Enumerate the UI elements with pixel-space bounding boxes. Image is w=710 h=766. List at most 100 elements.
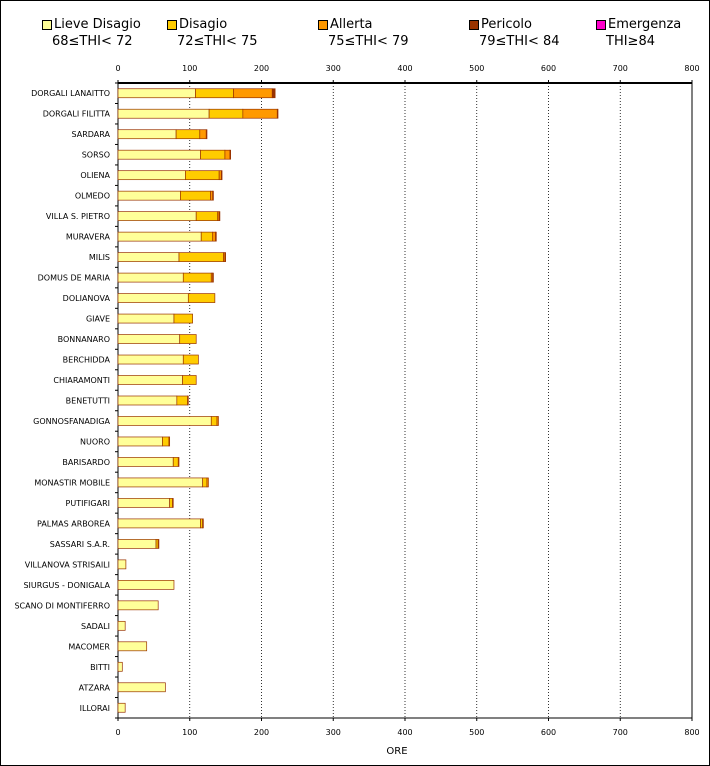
bottom-tick-label-300: 300: [326, 728, 341, 737]
bar-segment: [117, 395, 178, 406]
x-axis-title: ORE: [386, 746, 407, 757]
bar-segment: [117, 416, 212, 426]
bar-segment: [117, 375, 183, 385]
legend-swatch: [42, 20, 52, 30]
bar-segment: [205, 129, 208, 140]
category-label: BONNANARO: [58, 335, 110, 344]
bar-segment: [216, 416, 219, 426]
category-label: PUTIFIGARI: [66, 499, 110, 508]
bar-segment: [187, 395, 189, 406]
category-label: SASSARI S.A.R.: [50, 540, 110, 549]
top-tick-label-800: 800: [684, 64, 699, 73]
bar-segment: [117, 170, 186, 181]
category-label: DOMUS DE MARIA: [38, 274, 111, 283]
bar-segment: [215, 231, 217, 242]
legend-swatch: [596, 20, 606, 30]
bar-segment: [199, 129, 207, 140]
bar-segment: [162, 436, 170, 447]
bar-segment: [175, 129, 201, 140]
legend-series-name: Lieve Disagio: [54, 17, 141, 32]
legend-series-range: 75≤THI< 79: [328, 34, 409, 49]
bottom-tick-label-800: 800: [684, 728, 699, 737]
bar-segment: [173, 313, 193, 324]
category-label: SADALI: [81, 622, 110, 631]
bar-segment: [117, 88, 196, 99]
bar-segment: [117, 129, 177, 140]
bar-segment: [200, 231, 214, 242]
bar-segment: [195, 211, 219, 221]
category-label: BERCHIDDA: [63, 356, 111, 365]
category-label: OLIENA: [80, 171, 110, 180]
category-label: ILLORAI: [80, 704, 110, 713]
category-label: NUORO: [80, 437, 110, 446]
bar-segment: [117, 477, 204, 488]
category-label: BARISARDO: [62, 458, 110, 467]
category-label: MILIS: [89, 253, 110, 262]
category-label: VILLA S. PIETRO: [46, 212, 110, 221]
bar-segment: [117, 149, 201, 160]
bar-segment: [117, 436, 163, 447]
category-label: MURAVERA: [66, 233, 111, 242]
bar-segment: [187, 293, 216, 303]
bar-segment: [117, 457, 174, 467]
category-label: PALMAS ARBOREA: [37, 519, 111, 528]
bar-segment: [206, 477, 209, 488]
legend-swatch: [167, 20, 177, 30]
bar-segment: [202, 477, 208, 488]
bar-segment: [182, 272, 212, 283]
category-label: ATZARA: [79, 683, 111, 692]
category-label: BITTI: [90, 663, 110, 672]
top-tick-label-200: 200: [254, 64, 269, 73]
top-tick-label-500: 500: [469, 64, 484, 73]
category-label: CHIARAMONTI: [53, 376, 110, 385]
bar-segment: [117, 293, 189, 303]
bar-segment: [180, 190, 211, 201]
bar-segment: [276, 108, 279, 119]
bar-segment: [117, 313, 175, 324]
bar-segment: [212, 190, 214, 201]
bottom-tick-label-500: 500: [469, 728, 484, 737]
bar-segment: [117, 580, 175, 590]
bar-segment: [195, 88, 234, 99]
category-label: VILLANOVA STRISAILI: [25, 560, 110, 569]
bottom-tick-label-400: 400: [397, 728, 412, 737]
legend-series-name: Allerta: [330, 17, 373, 32]
bar-segment: [117, 702, 126, 713]
bar-segment: [117, 252, 180, 262]
legend-swatch: [318, 20, 328, 30]
bar-segment: [117, 600, 159, 611]
top-tick-label-100: 100: [182, 64, 197, 73]
bar-segment: [117, 211, 197, 221]
bar-segment: [182, 354, 199, 365]
legend-series-name: Emergenza: [608, 17, 682, 32]
category-label: DOLIANOVA: [63, 294, 111, 303]
bar-segment: [117, 518, 201, 529]
category-label: SARDARA: [72, 130, 111, 139]
bar-segment: [117, 559, 127, 570]
bar-segment: [208, 108, 244, 119]
legend-series-range: 68≤THI< 72: [52, 34, 133, 49]
bar-segment: [224, 149, 231, 160]
category-label: MACOMER: [68, 642, 110, 651]
bar-segment: [218, 211, 221, 221]
bar-segment: [179, 334, 197, 344]
bottom-tick-label-700: 700: [613, 728, 628, 737]
bar-segment: [229, 149, 231, 160]
bar-segment: [157, 539, 160, 549]
bar-segment: [117, 354, 184, 365]
bar-segment: [182, 375, 197, 385]
bar-segment: [117, 108, 210, 119]
bottom-tick-label-600: 600: [541, 728, 556, 737]
bar-segment: [117, 190, 181, 201]
category-label: BENETUTTI: [66, 397, 110, 406]
bar-segment: [177, 457, 180, 467]
legend-series-range: 72≤THI< 75: [177, 34, 258, 49]
bar-segment: [168, 436, 171, 447]
category-label: GONNOSFANADIGA: [33, 417, 110, 426]
bar-segment: [220, 170, 223, 181]
bar-segment: [117, 661, 123, 672]
bar-segment: [185, 170, 220, 181]
legend-series-name: Disagio: [179, 17, 228, 32]
bar-segment: [210, 416, 218, 426]
